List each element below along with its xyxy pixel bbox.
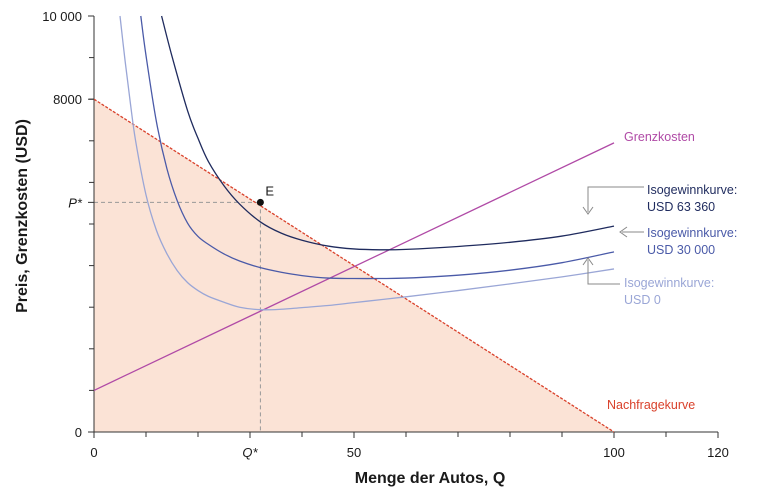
x-tick-label-1: Q* [242, 445, 258, 460]
series-line-demand [93, 98, 615, 433]
equilibrium-point [256, 198, 264, 206]
label-callouts [582, 186, 644, 285]
y-tick-label-0: 0 [75, 425, 82, 440]
y-tick-label-1: P* [68, 195, 83, 210]
label-grenzkosten: Grenzkosten [624, 130, 695, 144]
label-iso-30000-line2: USD 30 000 [647, 243, 715, 257]
label-iso-0-line1: Isogewinnkurve: [624, 276, 714, 290]
y-tick-label-3: 10 000 [42, 9, 82, 24]
callout-arrow-iso-0 [582, 257, 594, 266]
axes: 0 Q* 50 100 120 0 P* 8000 10 000 [42, 9, 729, 460]
series-line-marginal_cost [93, 142, 615, 391]
label-iso-63360-line1: Isogewinnkurve: [647, 183, 737, 197]
label-iso-63360-line2: USD 63 360 [647, 200, 715, 214]
callout-iso-63360 [587, 186, 644, 212]
label-iso-0-line2: USD 0 [624, 293, 661, 307]
x-tick-label-0: 0 [90, 445, 97, 460]
callout-arrow-iso-63360 [582, 206, 594, 215]
label-nachfragekurve: Nachfragekurve [607, 398, 695, 412]
callout-iso-0 [587, 260, 620, 285]
equilibrium-marker: E [256, 183, 274, 206]
equilibrium-guides [94, 201, 261, 432]
y-tick-label-2: 8000 [53, 92, 82, 107]
curve-labels: Grenzkosten Nachfragekurve Isogewinnkurv… [607, 130, 737, 412]
equilibrium-label: E [265, 183, 274, 198]
series-line-iso_63360 [160, 15, 615, 251]
x-tick-label-4: 120 [707, 445, 729, 460]
series-line-iso_0 [119, 15, 615, 311]
x-tick-label-3: 100 [603, 445, 625, 460]
callout-arrow-iso-30000 [619, 226, 628, 238]
axis-titles: Menge der Autos, Q Preis, Grenzkosten (U… [14, 119, 505, 487]
x-axis-title: Menge der Autos, Q [355, 470, 506, 487]
y-axis-title: Preis, Grenzkosten (USD) [14, 119, 31, 313]
series-lines [93, 15, 615, 433]
x-tick-label-2: 50 [347, 445, 361, 460]
label-iso-30000-line1: Isogewinnkurve: [647, 226, 737, 240]
series-line-iso_30000 [140, 15, 615, 280]
